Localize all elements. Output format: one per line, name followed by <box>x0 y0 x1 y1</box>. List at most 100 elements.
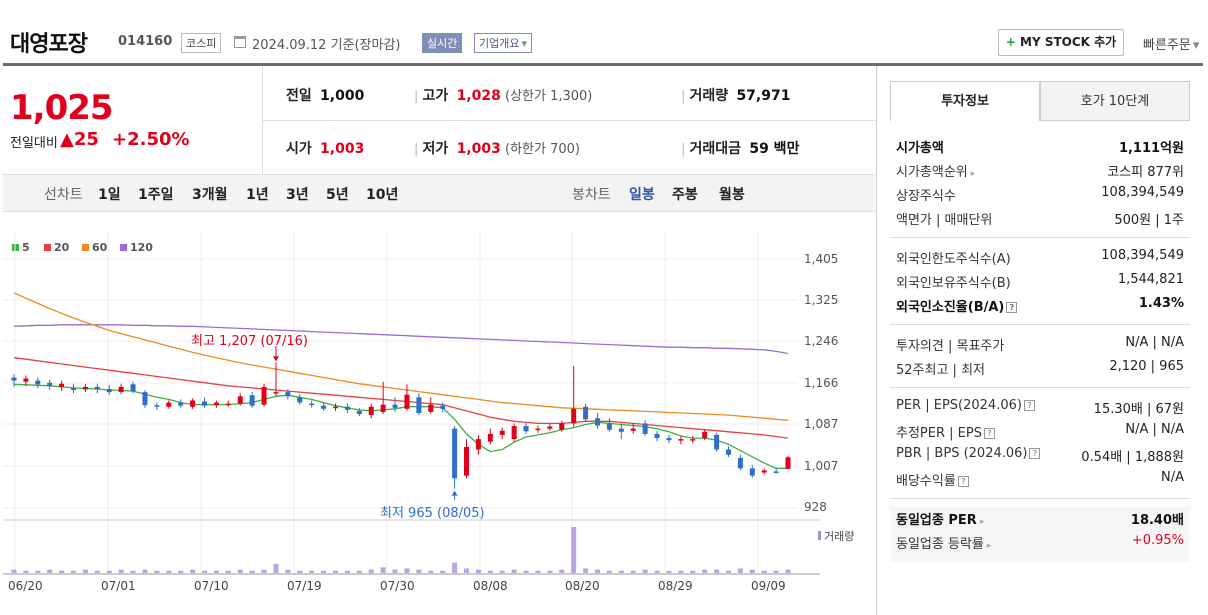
y-tick: 1,007 <box>804 459 839 473</box>
candle-body <box>130 384 136 392</box>
invest-row-label: PER | EPS(2024.06)? <box>896 398 1035 413</box>
candle-body <box>11 377 17 381</box>
candle-body <box>440 405 446 409</box>
volume-bar <box>356 570 362 573</box>
candle-monthly[interactable]: 월봉 <box>719 187 745 203</box>
range-3m[interactable]: 3개월 <box>192 187 228 203</box>
date-text: 2024.09.12 기준(장마감) <box>252 38 401 53</box>
candle-weekly[interactable]: 주봉 <box>672 187 698 203</box>
legend-ma120-label: 120 <box>130 241 153 254</box>
quick-order-button[interactable]: 빠른주문 ▾ <box>1143 34 1199 53</box>
low-label: 저가 <box>422 141 449 157</box>
volume-bar <box>82 569 88 573</box>
invest-row-value: N/A <box>1161 470 1184 485</box>
price-chart[interactable] <box>0 0 876 615</box>
amount-value: 59 백만 <box>749 141 800 157</box>
volume-bar <box>714 569 720 573</box>
candle-body <box>654 433 660 439</box>
invest-row[interactable]: 동일업종 등락률 ▸ +0.95% <box>896 533 1184 555</box>
chart-range-bar <box>3 174 875 212</box>
chevron-down-icon: ▾ <box>1192 38 1200 53</box>
chevron-right-icon: ▸ <box>983 541 992 551</box>
volume-bar <box>428 570 434 573</box>
divider <box>890 387 1190 388</box>
candle-chart-label: 봉차트 <box>572 187 611 203</box>
invest-row-label: 액면가 | 매매단위 <box>896 213 993 228</box>
candle-body <box>59 383 65 387</box>
range-5y[interactable]: 5년 <box>326 187 349 203</box>
change-amount: 25 <box>73 129 99 150</box>
volume-bar <box>47 569 53 573</box>
add-my-stock-button[interactable]: + MY STOCK 추가 <box>998 29 1124 56</box>
lower-limit: (하한가 700) <box>505 142 580 157</box>
x-tick: 07/19 <box>287 579 322 593</box>
candle-body <box>82 386 88 390</box>
company-info-label: 기업개요 <box>479 37 520 50</box>
volume-bar <box>309 570 315 573</box>
help-icon[interactable]: ? <box>957 476 969 487</box>
volume-bar <box>392 569 398 573</box>
help-icon[interactable]: ? <box>983 428 995 439</box>
candle-body <box>618 428 624 432</box>
invest-row-value: 2,120 | 965 <box>1109 359 1184 374</box>
invest-row-label: 추정PER | EPS? <box>896 422 995 441</box>
candle-body <box>714 434 720 450</box>
candle-body <box>559 423 565 430</box>
candle-body <box>261 386 267 405</box>
invest-row-value: +0.95% <box>1131 533 1184 548</box>
range-1w[interactable]: 1주일 <box>138 187 174 203</box>
invest-row-value: 1,544,821 <box>1117 272 1184 287</box>
range-1y[interactable]: 1년 <box>246 187 269 203</box>
candle-body <box>166 402 172 407</box>
invest-row: 외국인한도주식수(A) 108,394,549 <box>896 248 1184 270</box>
invest-row-value: 18.40배 <box>1130 513 1184 528</box>
candle-body <box>547 426 553 429</box>
candle-body <box>309 403 315 406</box>
volume-bar <box>11 569 17 573</box>
range-1d[interactable]: 1일 <box>98 187 121 203</box>
help-icon[interactable]: ? <box>1023 400 1035 411</box>
volume-bar <box>35 570 41 573</box>
candle-body <box>178 402 184 406</box>
volume-bar <box>416 569 422 573</box>
invest-row[interactable]: 시가총액순위 ▸ 코스피 877위 <box>896 161 1184 183</box>
company-info-dropdown[interactable]: 기업개요 ▾ <box>474 33 533 53</box>
invest-row[interactable]: 동일업종 PER ▸ 18.40배 <box>896 509 1184 531</box>
ma20-line <box>13 357 789 439</box>
tab-invest-info[interactable]: 투자정보 <box>890 81 1040 121</box>
y-tick: 928 <box>804 500 827 514</box>
volume-bar <box>583 568 589 573</box>
panel-divider <box>876 66 877 615</box>
volume-bar <box>452 562 458 573</box>
help-icon[interactable]: ? <box>1029 448 1041 459</box>
volume-value: 57,971 <box>736 88 791 104</box>
range-3y[interactable]: 3년 <box>286 187 309 203</box>
candle-body <box>297 397 303 403</box>
candle-daily[interactable]: 일봉 <box>629 187 655 203</box>
invest-row-label: PBR | BPS (2024.06)? <box>896 446 1041 461</box>
candle-body <box>368 406 374 416</box>
volume-bar <box>690 570 696 573</box>
volume-legend-label: 거래량 <box>824 530 855 543</box>
live-tag[interactable]: 실시간 <box>422 33 463 53</box>
range-10y[interactable]: 10년 <box>366 187 399 203</box>
low-arrow-head <box>451 490 458 496</box>
ma60-line <box>13 292 789 421</box>
volume-bar <box>499 570 505 573</box>
invest-row-value: 코스피 877위 <box>1107 165 1184 180</box>
candle-body <box>225 403 231 406</box>
volume-bar <box>404 568 410 573</box>
legend-ma60: 60 <box>82 241 107 254</box>
volume-bar <box>511 569 517 573</box>
volume-bar <box>702 569 708 573</box>
tab-orderbook[interactable]: 호가 10단계 <box>1040 81 1190 121</box>
y-tick: 1,325 <box>804 293 839 307</box>
help-icon[interactable]: ? <box>1006 302 1018 313</box>
candle-body <box>726 449 731 455</box>
invest-row-label: 외국인보유주식수(B) <box>896 276 1011 291</box>
volume-bar <box>595 569 600 573</box>
legend-ma20-label: 20 <box>54 241 70 254</box>
candle-body <box>404 394 410 409</box>
invest-row: 액면가 | 매매단위 500원 | 1주 <box>896 209 1184 231</box>
volume-bar <box>94 570 100 573</box>
